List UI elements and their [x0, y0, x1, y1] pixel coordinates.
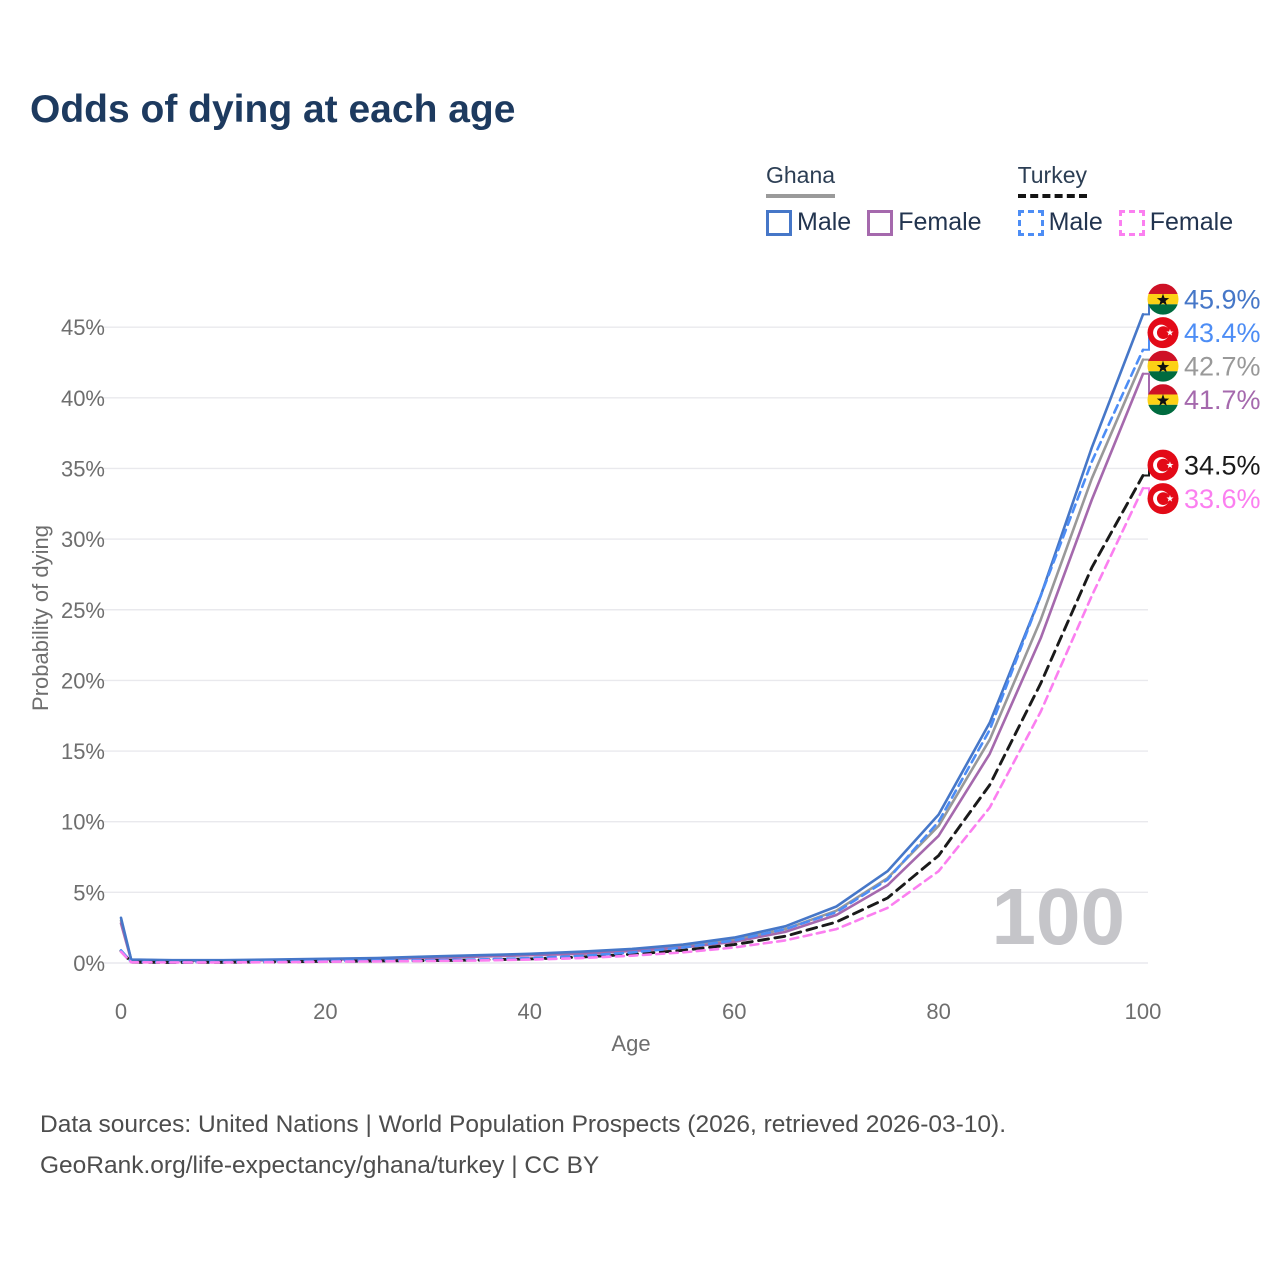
turkey-female-swatch-icon [1118, 209, 1145, 236]
ghana-flag-icon [1147, 384, 1179, 416]
end-value-label-ghana-female: 41.7% [1184, 385, 1261, 415]
end-value-label-turkey-female: 33.6% [1184, 484, 1261, 514]
source-line-2: GeoRank.org/life-expectancy/ghana/turkey… [40, 1152, 600, 1179]
series-line-ghana-both-sexes[interactable] [119, 358, 1145, 962]
end-value-annotation: 43.4% [1143, 317, 1261, 351]
x-axis-tick-label: 60 [722, 999, 746, 1024]
age-watermark: 100 [992, 872, 1125, 961]
legend-label-ghana-male: Male [797, 208, 852, 236]
ghana-flag-icon [1147, 283, 1179, 315]
legend: Ghana Male Female Turkey Male [766, 162, 1233, 237]
y-axis-tick-label: 15% [61, 739, 105, 764]
legend-country-ghana[interactable]: Ghana [766, 162, 836, 198]
mortality-line-chart[interactable]: 0% 5% 10% 15% 20% 25% 30% 35% 40% 45% 0 20 40 60 80 100… [0, 0, 1280, 1080]
turkey-flag-icon [1147, 483, 1179, 515]
y-axis-tick-label: 20% [61, 668, 105, 693]
x-axis-tick-label: 40 [518, 999, 542, 1024]
y-axis-tick-label: 0% [73, 951, 105, 976]
series-line-ghana-male[interactable] [119, 313, 1145, 962]
legend-item-turkey-male[interactable]: Male [1017, 208, 1103, 237]
source-line-1: Data sources: United Nations | World Pop… [40, 1111, 1007, 1138]
y-axis-tick-label: 10% [61, 810, 105, 835]
end-value-annotation: 45.9% [1143, 283, 1261, 316]
legend-item-ghana-male[interactable]: Male [766, 208, 851, 237]
series-line-turkey-both-sexes[interactable] [119, 474, 1145, 964]
turkey-male-swatch-icon [1017, 209, 1044, 236]
ghana-female-swatch-icon [867, 209, 894, 236]
end-value-label-turkey-both-sexes: 34.5% [1184, 451, 1261, 481]
legend-label-ghana-female: Female [898, 208, 982, 236]
data-source-note: Data sources: United Nations | World Pop… [40, 1104, 1006, 1186]
x-axis-tick-label: 20 [313, 999, 337, 1024]
legend-label-turkey-female: Female [1149, 208, 1234, 236]
legend-label-turkey-male: Male [1048, 208, 1103, 236]
end-value-annotation: 34.5% [1143, 449, 1261, 481]
series-line-ghana-female[interactable] [119, 372, 1145, 962]
legend-group-ghana: Ghana Male Female [766, 162, 982, 237]
legend-group-turkey: Turkey Male Female [1017, 162, 1234, 237]
turkey-flag-icon [1147, 449, 1179, 481]
ghana-flag-icon [1147, 350, 1179, 382]
x-axis-title: Age [611, 1031, 650, 1056]
series-line-turkey-male[interactable] [119, 348, 1145, 964]
end-value-label-ghana-both-sexes: 42.7% [1184, 352, 1261, 382]
y-axis-tick-label: 5% [73, 880, 105, 905]
end-value-label-turkey-male: 43.4% [1184, 318, 1261, 348]
y-axis-title: Probability of dying [28, 525, 53, 711]
x-axis-tick-label: 80 [926, 999, 950, 1024]
y-axis-tick-label: 30% [61, 527, 105, 552]
series-line-turkey-female[interactable] [119, 486, 1145, 964]
end-value-label-ghana-male: 45.9% [1184, 285, 1261, 315]
y-axis-tick-label: 35% [61, 456, 105, 481]
end-value-annotation: 41.7% [1143, 372, 1261, 416]
end-value-annotation: 33.6% [1143, 483, 1261, 515]
end-value-annotation: 42.7% [1143, 350, 1261, 382]
y-axis-tick-label: 40% [61, 386, 105, 411]
y-axis-tick-label: 45% [61, 315, 105, 340]
turkey-flag-icon [1147, 317, 1179, 349]
legend-item-turkey-female[interactable]: Female [1118, 208, 1234, 237]
ghana-male-swatch-icon [766, 209, 792, 236]
page-title: Odds of dying at each age [30, 88, 516, 131]
legend-country-turkey[interactable]: Turkey [1017, 162, 1088, 198]
x-axis-tick-label: 0 [115, 999, 127, 1024]
x-axis-tick-label: 100 [1125, 999, 1162, 1024]
y-axis-tick-label: 25% [61, 598, 105, 623]
legend-item-ghana-female[interactable]: Female [867, 208, 982, 237]
